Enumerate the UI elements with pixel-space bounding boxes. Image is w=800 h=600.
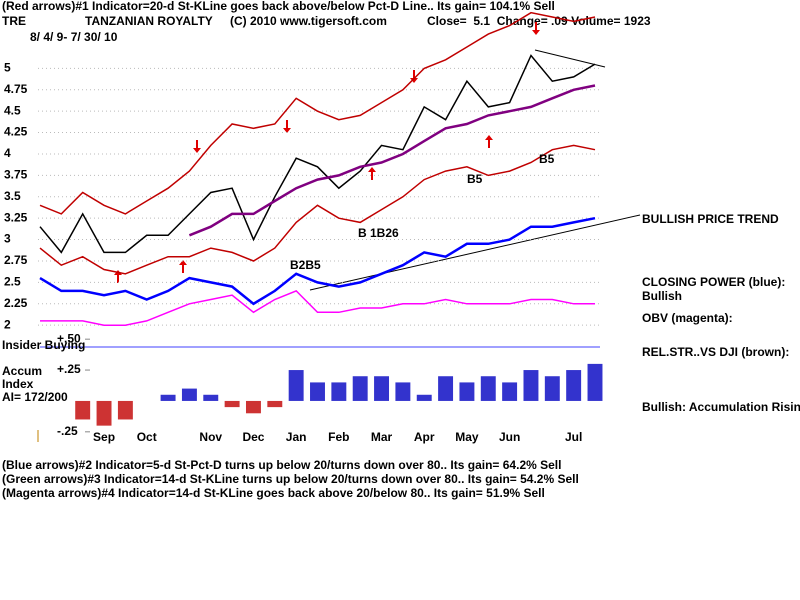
accum-bar — [224, 400, 240, 408]
series-line — [39, 54, 596, 254]
series-line — [39, 11, 596, 215]
accum-bar — [523, 370, 539, 401]
annotation: CLOSING POWER (blue): — [642, 275, 785, 289]
annotation: Accum — [2, 364, 42, 378]
accum-bar — [502, 382, 518, 401]
sell-arrow — [532, 22, 540, 35]
accum-bar — [395, 382, 411, 401]
y-tick-label: 3 — [4, 232, 11, 246]
y-tick-label: 3.25 — [4, 210, 28, 224]
header-indicator: (Red arrows)#1 Indicator=20-d St-KLine g… — [2, 0, 555, 13]
buy-arrow — [179, 260, 187, 273]
accum-tick-label: -.25 — [57, 424, 78, 438]
x-tick-label: Jun — [499, 430, 520, 444]
x-tick-label: Feb — [328, 430, 349, 444]
series-line — [188, 84, 596, 237]
accum-bar — [480, 376, 496, 401]
annotation: B2B5 — [290, 258, 321, 272]
arrows — [114, 22, 540, 283]
footer-note: (Blue arrows)#2 Indicator=5-d St-Pct-D t… — [2, 458, 561, 472]
y-tick-label: 3.5 — [4, 189, 21, 203]
accum-bar — [416, 394, 432, 401]
buy-arrow — [368, 167, 376, 180]
annotation: B5 — [467, 172, 483, 186]
annotation: Insider Buying — [2, 338, 85, 352]
footer-note: (Green arrows)#3 Indicator=14-d St-KLine… — [2, 472, 579, 486]
annotation: OBV (magenta): — [642, 311, 733, 325]
annotation: Index — [2, 377, 34, 391]
annotation: B 1B26 — [358, 226, 399, 240]
accum-bar — [203, 394, 219, 401]
accum-bar — [96, 400, 112, 426]
accum-bar — [544, 376, 560, 401]
series-line — [39, 144, 596, 275]
accum-bar — [310, 382, 325, 401]
accum-bar — [160, 394, 176, 401]
annotation: AI= 172/200 — [2, 390, 68, 404]
header-symbol: TRE — [2, 14, 26, 28]
header-copyright: (C) 2010 www.tigersoft.com — [230, 14, 387, 28]
accum-tick-label: +.50 — [57, 331, 81, 345]
x-tick-label: Dec — [242, 430, 264, 444]
annotation: REL.STR..VS DJI (brown): — [642, 345, 789, 359]
y-tick-label: 2 — [4, 317, 11, 331]
sell-arrow — [283, 120, 291, 133]
accum-bar — [459, 382, 475, 401]
accum-bar — [288, 370, 304, 401]
y-tick-label: 4.5 — [4, 103, 21, 117]
accum-bar — [75, 400, 91, 420]
accum-tick-label: +.25 — [57, 362, 81, 376]
y-tick-label: 2.75 — [4, 253, 28, 267]
y-tick-label: 2.5 — [4, 275, 21, 289]
annotation: Bullish — [642, 289, 682, 303]
accum-bar — [352, 376, 368, 401]
header-range: 8/ 4/ 9- 7/ 30/ 10 — [30, 30, 118, 44]
annotation: B5 — [539, 152, 555, 166]
accum-bar — [566, 370, 582, 401]
series-line — [40, 290, 595, 326]
annotation: BULLISH PRICE TREND — [642, 212, 779, 226]
y-tick-label: 4.75 — [4, 82, 28, 96]
sell-arrow — [193, 140, 201, 153]
trend-line — [309, 214, 641, 291]
annotation: Bullish: Accumulation Rising — [642, 400, 800, 414]
x-tick-label: Nov — [199, 430, 222, 444]
accum-bar — [245, 400, 261, 414]
accum-bar — [438, 376, 454, 401]
accum-bar — [331, 382, 347, 401]
x-tick-label: Jul — [565, 430, 582, 444]
accum-bar — [267, 400, 283, 408]
accum-bar — [587, 363, 603, 401]
accum-bar — [117, 400, 133, 420]
header-quote: Close= 5.1 Change= .09 Volume= 1923 — [427, 14, 651, 28]
x-tick-label: May — [455, 430, 479, 444]
accum-bar — [374, 376, 390, 401]
buy-arrow — [485, 135, 493, 148]
y-tick-label: 4 — [4, 146, 11, 160]
accum-bar — [181, 388, 197, 401]
y-tick-label: 4.25 — [4, 125, 28, 139]
x-tick-label: Mar — [371, 430, 393, 444]
trend-line — [534, 49, 606, 68]
series-line — [39, 216, 596, 306]
footer-note: (Magenta arrows)#4 Indicator=14-d St-KLi… — [2, 486, 545, 500]
x-tick-label: Oct — [137, 430, 157, 444]
x-tick-label: Sep — [93, 430, 115, 444]
y-tick-label: 3.75 — [4, 168, 28, 182]
y-tick-label: 5 — [4, 61, 11, 75]
header-company: TANZANIAN ROYALTY — [85, 14, 213, 28]
x-tick-label: Jan — [286, 430, 307, 444]
x-tick-label: Apr — [414, 430, 435, 444]
y-tick-label: 2.25 — [4, 296, 28, 310]
